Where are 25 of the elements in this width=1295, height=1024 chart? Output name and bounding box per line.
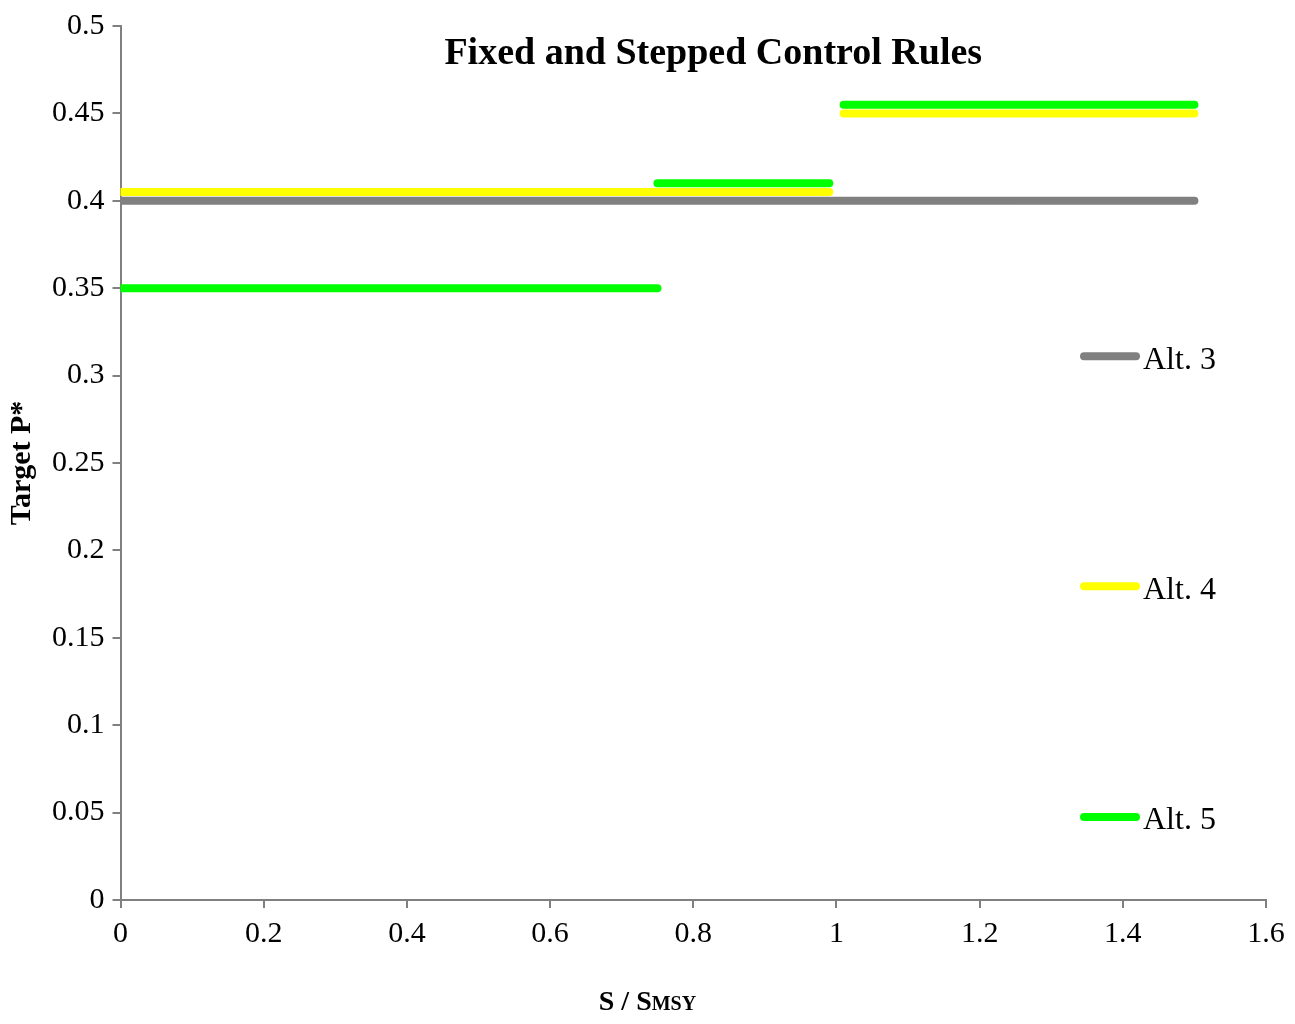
legend-label: Alt. 5 — [1143, 800, 1216, 837]
y-tick-label: 0 — [89, 880, 105, 914]
y-tick-label: 0.15 — [52, 618, 105, 652]
y-tick-label: 0.3 — [67, 356, 105, 390]
x-tick-label: 0.8 — [674, 914, 712, 948]
y-tick-label: 0.5 — [67, 6, 105, 40]
x-tick-label: 1 — [828, 914, 844, 948]
y-tick-label: 0.45 — [52, 94, 105, 128]
x-tick-label: 1.2 — [960, 914, 999, 948]
legend-label: Alt. 4 — [1143, 569, 1216, 606]
x-tick-label: 0.2 — [244, 914, 283, 948]
y-tick-label: 0.4 — [67, 181, 105, 215]
legend-label: Alt. 3 — [1143, 339, 1216, 376]
x-tick-label: 0.6 — [531, 914, 569, 948]
y-tick-label: 0.05 — [52, 793, 105, 827]
x-tick-label: 0.4 — [388, 914, 426, 948]
chart-title: Fixed and Stepped Control Rules — [444, 29, 983, 72]
x-tick-label: 1.6 — [1247, 914, 1285, 948]
x-tick-label: 0 — [113, 914, 128, 948]
x-tick-label: 1.4 — [1104, 914, 1142, 948]
y-tick-label: 0.1 — [67, 706, 105, 740]
y-axis-title: Target P* — [2, 400, 36, 526]
y-tick-label: 0.25 — [52, 443, 105, 477]
y-tick-label: 0.2 — [67, 531, 105, 565]
y-tick-label: 0.35 — [52, 269, 105, 303]
